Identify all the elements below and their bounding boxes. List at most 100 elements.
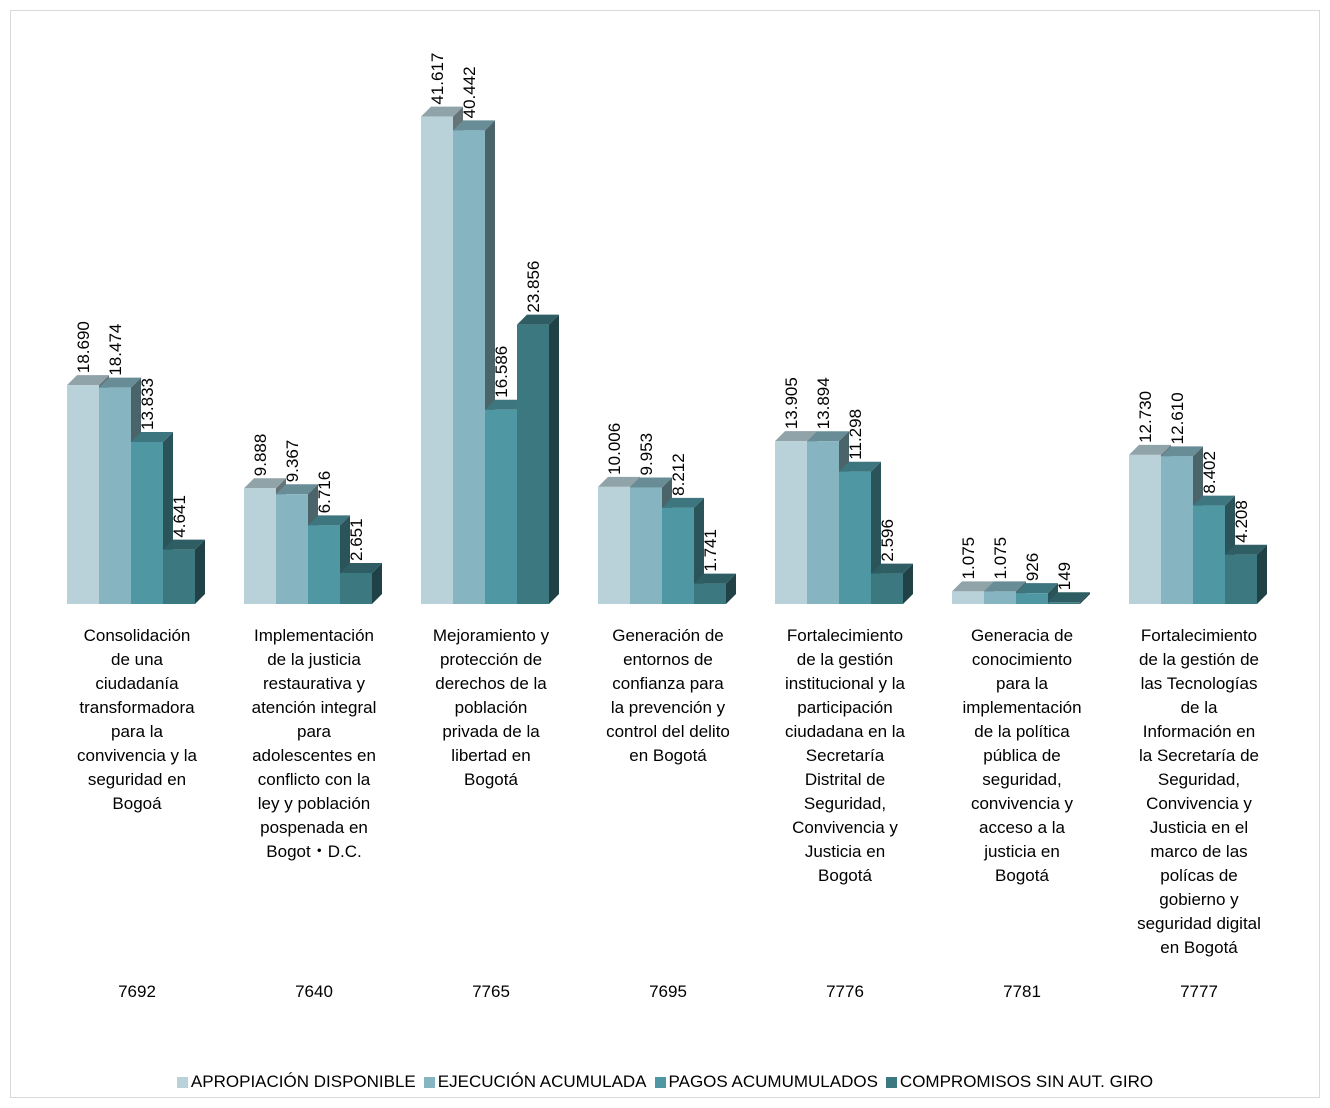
category-label-line: Convivencia y [792,818,898,837]
bar-top [775,431,817,442]
legend: APROPIACIÓN DISPONIBLE EJECUCIÓN ACUMULAD… [0,1072,1330,1093]
bar-side [549,314,559,604]
bar-top [131,432,173,443]
category-label: Fortalecimiento de la gestión de las Tecno… [1121,624,1277,960]
project-code-label: 7640 [295,982,333,1001]
bar [244,488,276,604]
category-label-line: privada de la [442,722,540,741]
bar-top [99,377,141,388]
category-label-line: implementación [962,698,1082,717]
category-label-line: para la [111,722,163,741]
project-code-label: 7776 [826,982,864,1001]
data-label: 40.442 [460,66,479,118]
data-label: 10.006 [605,423,624,475]
project-code-label: 7695 [649,982,687,1001]
bar-side [195,539,205,604]
category-label-line: Generación de [612,626,724,645]
data-label: 13.894 [814,377,833,429]
category-label-line: marco de las [1150,842,1248,861]
data-label: 23.856 [524,261,543,313]
data-label: 9.888 [251,434,270,477]
data-label: 149 [1055,562,1074,590]
category-label-line: de la gestión [796,650,894,669]
bar [694,583,726,604]
data-label: 13.833 [138,378,157,430]
category-label-line: Bogot・D.C. [266,842,362,861]
category-label-line: Justicia en [804,842,886,861]
data-label: 9.953 [637,433,656,476]
category-label: Consolidación de una ciudadanía transformad… [59,624,215,816]
data-label: 1.075 [959,537,978,580]
bar-side [726,573,736,604]
category-label-line: pospenada en [260,818,368,837]
bar-group: 1.075 1.075 926 149 [952,537,1090,604]
bar-side [1080,592,1090,604]
category-label-line: Implementación [253,626,374,645]
data-label: 2.596 [878,519,897,562]
bar [1129,454,1161,604]
bar [163,549,195,604]
bar [131,442,163,604]
category-label-line: las Tecnologías [1140,674,1258,693]
category-label-line: Secretaría [805,746,885,765]
legend-item: PAGOS ACUMUMULADOS [654,1072,878,1092]
bar-top [163,539,205,550]
data-label: 18.690 [74,321,93,373]
category-label-line: Fortalecimiento [786,626,904,645]
category-label-line: adolescentes en [252,746,376,765]
bar [984,591,1016,604]
category-label-line: Información en [1142,722,1256,741]
data-label: 8.402 [1200,451,1219,494]
data-label: 2.651 [347,518,366,561]
category-label: Mejoramiento y protección de derechos de l… [413,624,569,792]
category-label: Generación de entornos de confianza para la… [590,624,746,768]
bar [871,573,903,604]
bar-top [1193,495,1235,506]
category-label-line: Seguridad, [803,794,887,813]
bar-top [308,515,350,526]
project-code-label: 7765 [472,982,510,1001]
bar [598,486,630,604]
category-label-line: la Secretaría de [1138,746,1259,765]
category-label-line: en Bogotá [629,746,707,765]
category-label-line: Fortalecimiento [1140,626,1258,645]
category-label-line: de la justicia [267,650,361,669]
category-label-line: en Bogotá [1160,938,1238,957]
legend-swatch [654,1076,666,1088]
category-label-line: la prevención y [610,698,726,717]
bar [421,116,453,605]
bar-side [903,563,913,604]
legend-label: COMPROMISOS SIN AUT. GIRO [899,1072,1154,1091]
bar-top [1161,446,1203,457]
data-label: 11.298 [846,409,865,460]
bar-top [340,562,382,573]
legend-label: APROPIACIÓN DISPONIBLE [190,1072,416,1091]
bar-group: 13.905 13.894 11.298 2.596 [775,377,913,604]
category-label-line: seguridad en [87,770,187,789]
legend-label: PAGOS ACUMUMULADOS [668,1072,878,1091]
category-label-line: convivencia y [970,794,1074,813]
chart-frame [10,10,1320,1098]
category-label: Fortalecimiento de la gestión instituciona… [767,624,923,888]
data-label: 1.741 [701,529,720,572]
bar [1225,554,1257,604]
bar-top [1129,444,1171,455]
bar-group: 12.730 12.610 8.402 4.208 [1129,391,1267,604]
category-label-line: de la [1180,698,1218,717]
category-label-line: Bogotá [464,770,518,789]
data-label: 13.905 [782,377,801,429]
category-label-line: atención integral [251,698,377,717]
category-label-line: acceso a la [979,818,1065,837]
category-label-line: para la [996,674,1048,693]
bar [517,324,549,604]
data-label: 8.212 [669,453,688,496]
category-label-line: Consolidación [83,626,191,645]
bar-side [372,562,382,604]
category-label-line: para [296,722,332,741]
bar-top [839,461,881,472]
data-label: 9.367 [283,440,302,483]
bar [1016,593,1048,604]
category-label-line: Seguridad, [1157,770,1241,789]
project-code-label: 7692 [118,982,156,1001]
